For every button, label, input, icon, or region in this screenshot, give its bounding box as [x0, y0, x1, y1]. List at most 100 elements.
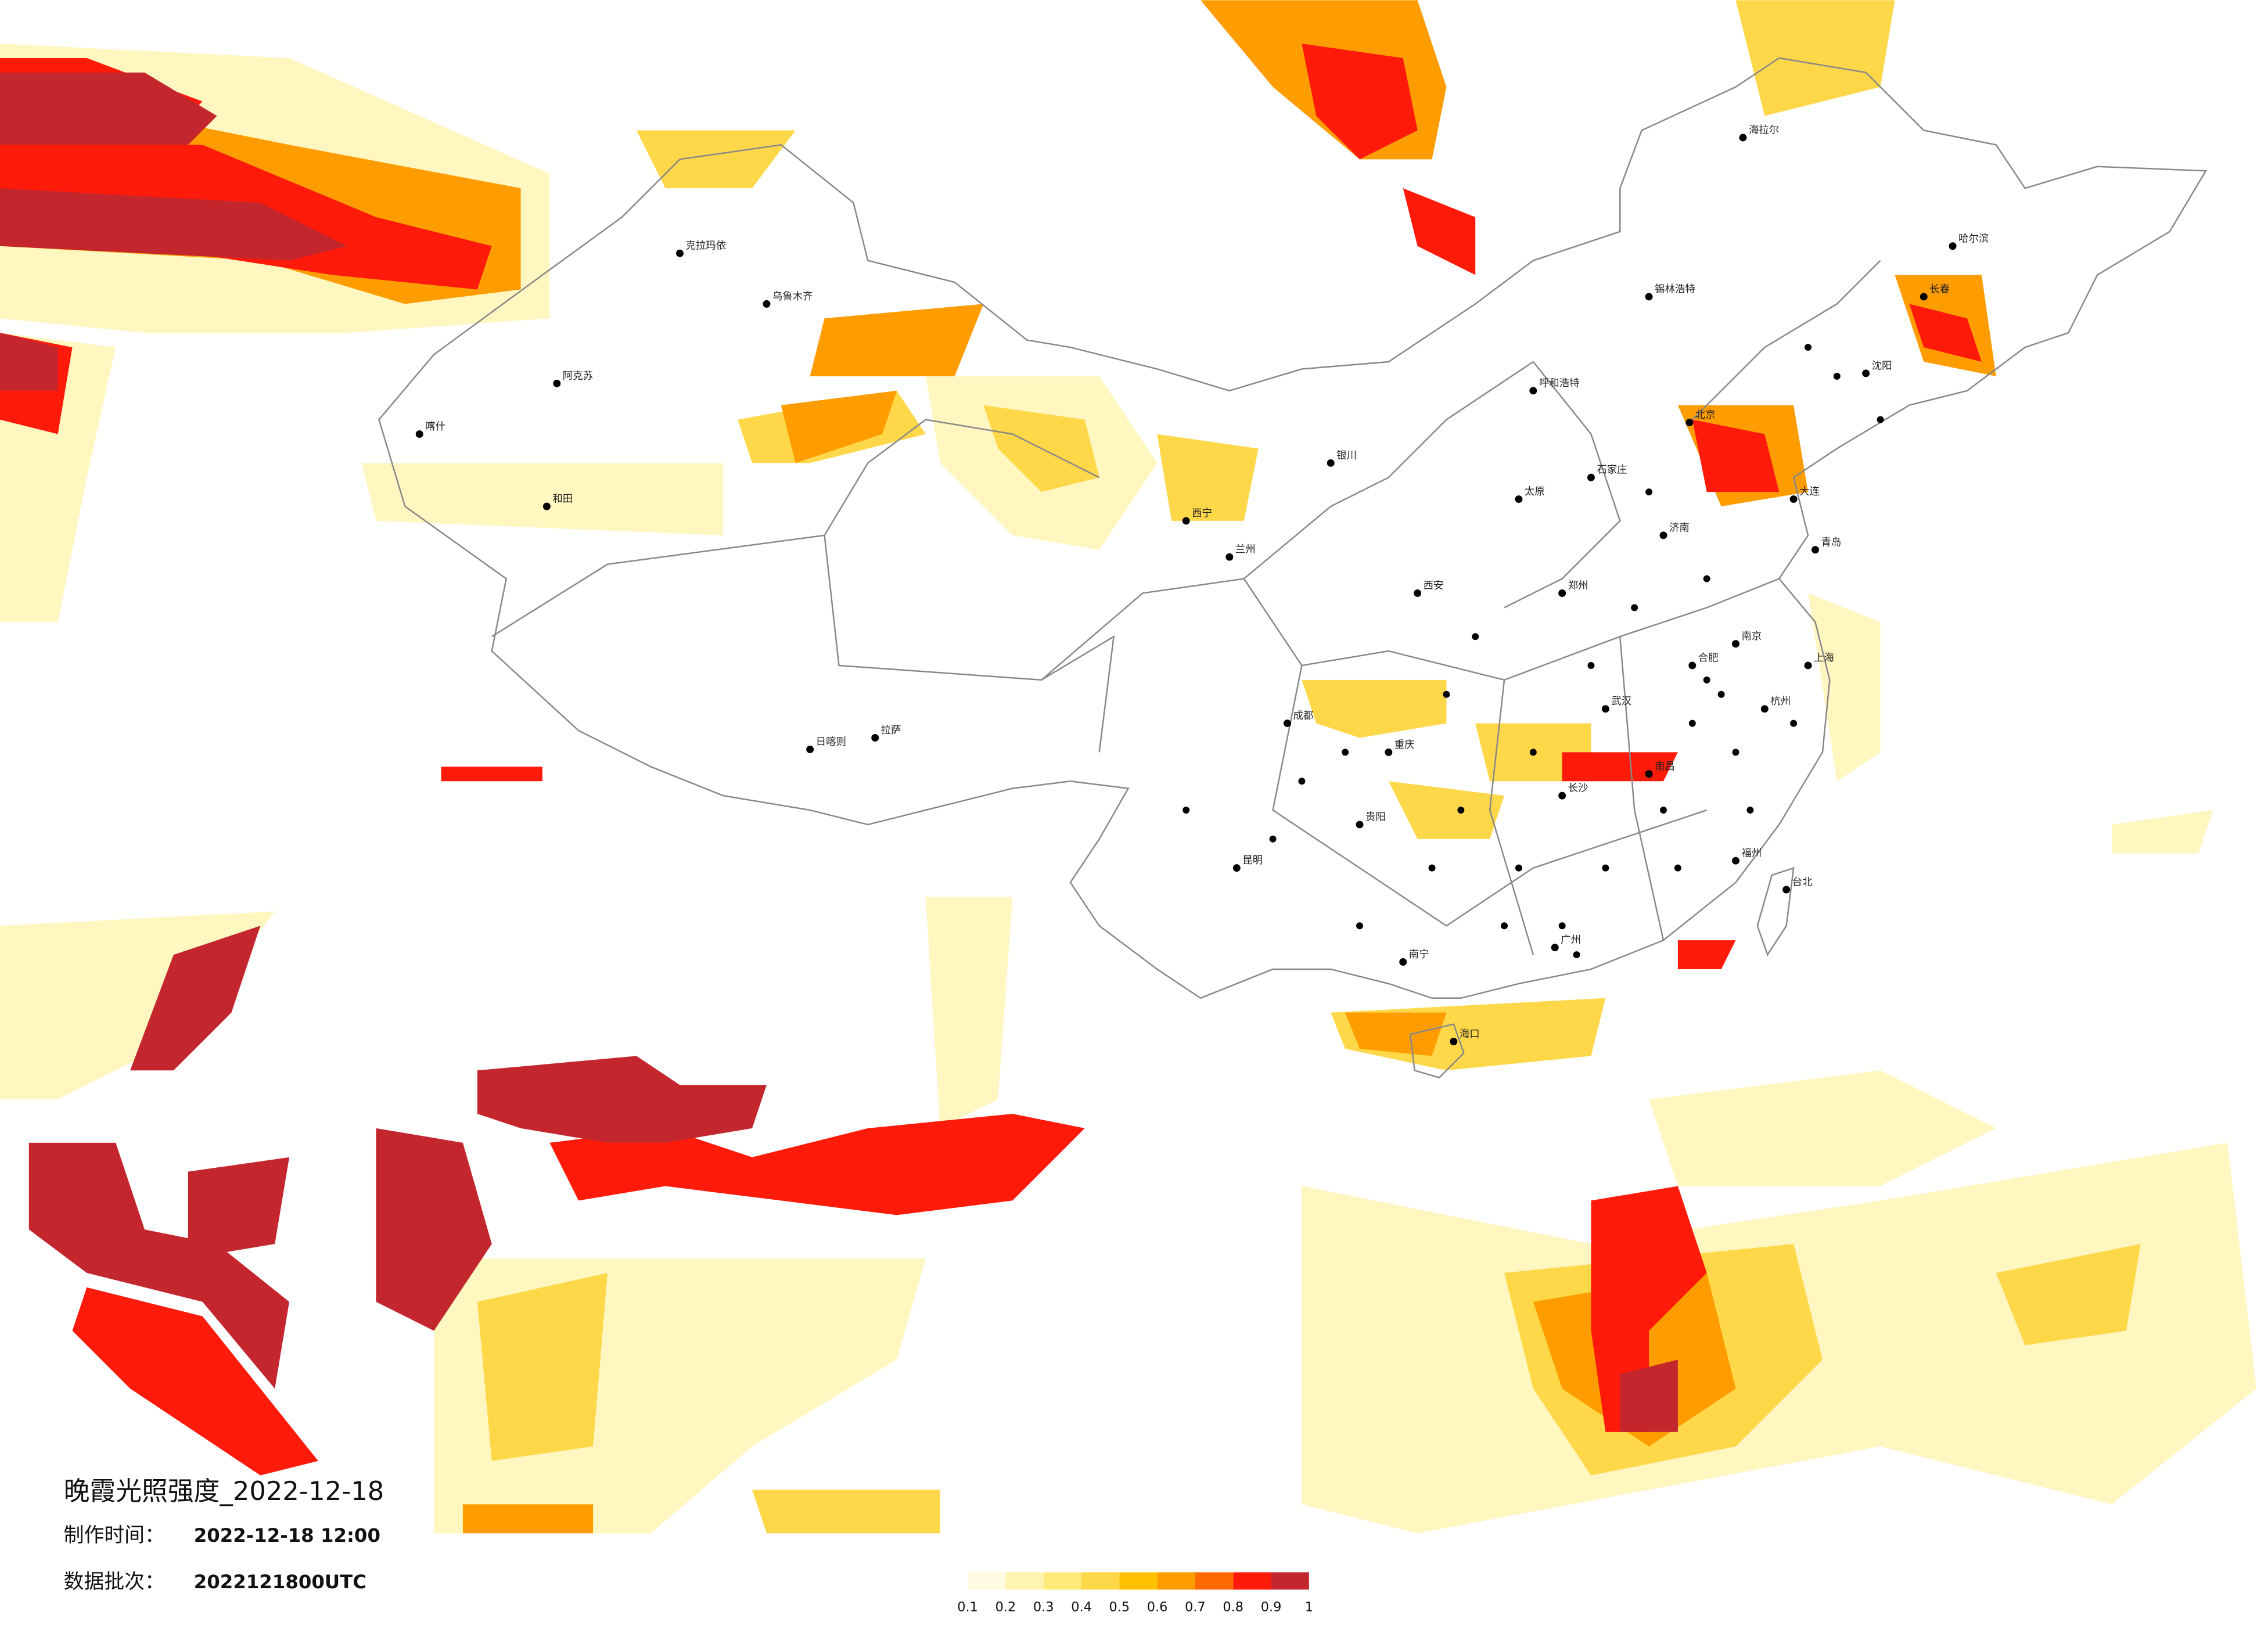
city-dot [1645, 770, 1653, 778]
legend-tick-label: 0.1 [957, 1600, 978, 1615]
city-dot [806, 745, 814, 753]
legend-tick-label: 0.6 [1147, 1600, 1168, 1615]
city-dot [542, 502, 551, 510]
city-label: 太原 [1525, 486, 1545, 498]
city-dot [1558, 792, 1566, 800]
city-dot [1732, 857, 1739, 865]
city-dot [1660, 807, 1667, 814]
city-label: 南宁 [1409, 949, 1429, 961]
legend-tick-label: 0.5 [1109, 1600, 1130, 1615]
city-dot [1450, 1038, 1458, 1045]
city-dot [1862, 369, 1870, 377]
legend-swatch [1005, 1572, 1044, 1590]
city-dot [1760, 705, 1769, 713]
city-label: 克拉玛依 [685, 240, 726, 252]
city-dot [1232, 864, 1241, 872]
legend-swatch [1271, 1572, 1309, 1590]
city-dot [676, 249, 684, 257]
city-label: 长沙 [1568, 783, 1588, 794]
batch: 2022121800UTC [194, 1571, 366, 1593]
city-dot [1529, 749, 1537, 756]
city-dot [1558, 922, 1566, 930]
city-label: 呼和浩特 [1539, 377, 1580, 389]
city-dot [1645, 488, 1653, 496]
city-label: 石家庄 [1597, 465, 1627, 476]
legend-swatch [1043, 1572, 1082, 1590]
city-label: 银川 [1336, 450, 1357, 462]
city-dot [1732, 749, 1739, 756]
city-label: 西安 [1424, 580, 1444, 592]
city-dot [1414, 589, 1422, 597]
city-dot [1551, 944, 1559, 952]
city-dot [1631, 604, 1638, 611]
city-dot [1703, 575, 1710, 582]
city-dot [415, 430, 423, 438]
city-dot [1587, 473, 1595, 481]
legend-tick-label: 0.7 [1185, 1600, 1206, 1615]
city-dot [1515, 495, 1523, 503]
city-label: 兰州 [1235, 544, 1256, 556]
city-dot [1703, 676, 1710, 684]
legend-swatch [1157, 1572, 1195, 1590]
city-label: 南京 [1741, 631, 1762, 642]
city-dot [1717, 690, 1725, 698]
sunset-heatmap [0, 0, 2257, 1534]
made-label: 制作时间： [64, 1524, 165, 1547]
city-dot [1225, 553, 1234, 561]
city-dot [1182, 807, 1190, 814]
city-dot [1789, 495, 1798, 503]
city-label: 沈阳 [1872, 360, 1892, 372]
city-dot [1659, 531, 1667, 539]
city-dot [1472, 633, 1479, 641]
legend-swatch [1195, 1572, 1234, 1590]
header: 晚霞光照强度_2022-12-18 制作时间： 2022-12-18 12:00… [64, 1476, 384, 1593]
city-dot [1443, 690, 1450, 698]
city-label: 喀什 [425, 421, 445, 433]
city-label: 台北 [1792, 877, 1813, 888]
city-label: 大连 [1799, 486, 1820, 498]
city-dot [1805, 344, 1812, 351]
city-label: 日喀则 [816, 736, 846, 748]
city-dot [1428, 864, 1436, 872]
legend: 0.1 0.2 0.3 0.4 0.5 0.6 0.7 0.8 0.9 1 [957, 1572, 1313, 1615]
city-dot [1645, 293, 1653, 301]
city-dot [1529, 387, 1537, 395]
city-dot [1732, 640, 1739, 648]
city-label: 拉萨 [881, 725, 901, 736]
city-label: 贵阳 [1365, 811, 1386, 823]
city-dot [1877, 416, 1884, 423]
legend-tick-label: 0.8 [1223, 1600, 1243, 1615]
city-dot [1688, 720, 1696, 727]
city-label: 锡林浩特 [1655, 283, 1695, 295]
city-dot [1920, 293, 1928, 301]
city-dot [1501, 922, 1508, 930]
legend-tick-label: 0.9 [1261, 1600, 1282, 1615]
city-dot [1269, 835, 1277, 843]
city-dot [1833, 372, 1841, 380]
city-label: 海拉尔 [1749, 124, 1779, 136]
city-label: 重庆 [1394, 739, 1415, 751]
made-time: 2022-12-18 12:00 [194, 1524, 380, 1546]
city-dot [1182, 517, 1190, 525]
city-label: 阿克苏 [563, 370, 593, 382]
city-dot [1298, 778, 1306, 785]
legend-swatch [1119, 1572, 1158, 1590]
city-dot [1790, 720, 1798, 727]
city-label: 郑州 [1568, 580, 1588, 592]
city-label: 成都 [1293, 710, 1313, 722]
city-dot [1949, 242, 1957, 250]
map-title: 晚霞光照强度_2022-12-18 [64, 1476, 384, 1506]
batch-label: 数据批次： [64, 1570, 165, 1593]
city-label: 海口 [1460, 1028, 1480, 1040]
city-dot [1739, 134, 1747, 142]
city-dot [1457, 807, 1465, 814]
legend-swatch [1081, 1572, 1120, 1590]
city-label: 上海 [1814, 653, 1834, 664]
city-dot [1342, 749, 1349, 756]
city-label: 长春 [1929, 283, 1950, 295]
city-label: 哈尔滨 [1958, 233, 1989, 244]
city-dot [763, 300, 771, 308]
